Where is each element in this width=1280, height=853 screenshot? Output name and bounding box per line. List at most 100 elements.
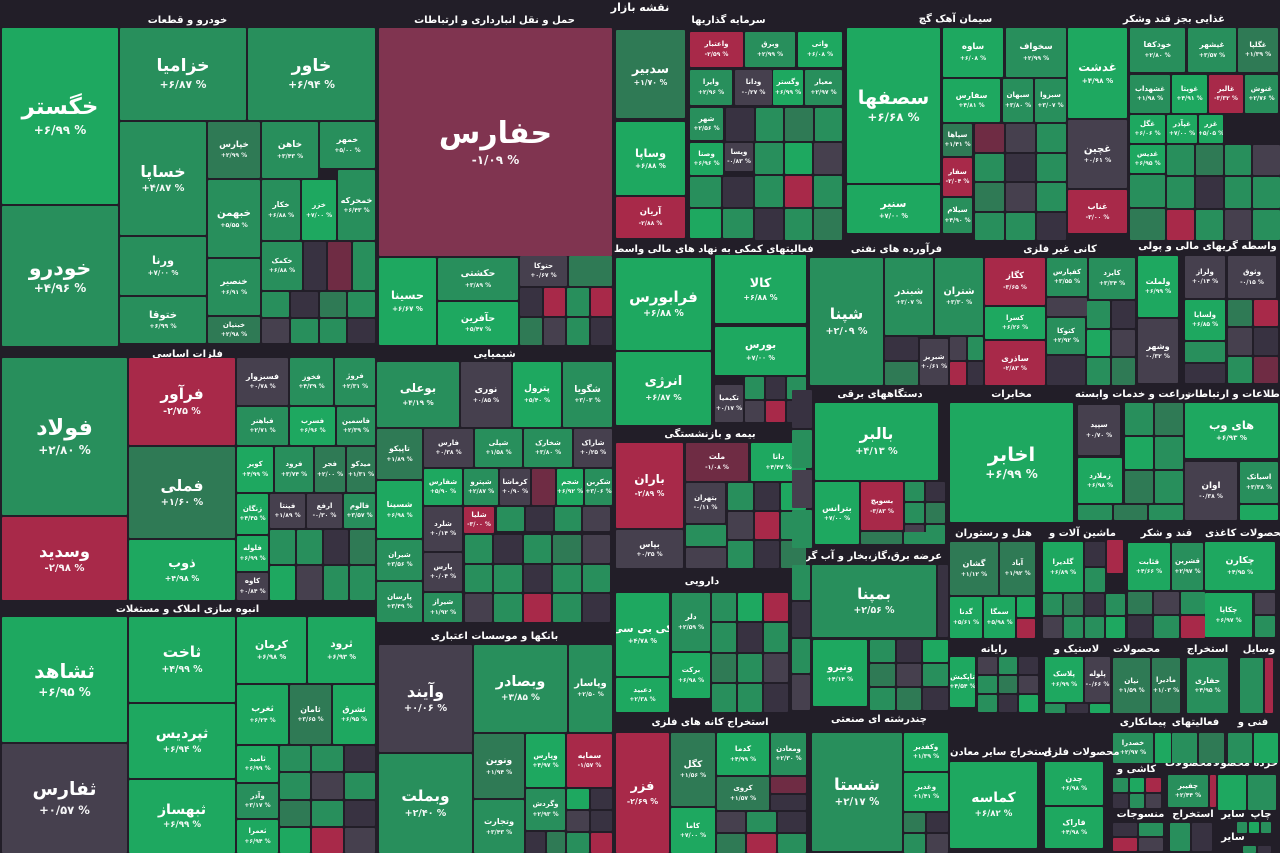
stock-tile-small[interactable] — [1037, 124, 1066, 152]
stock-tile-small[interactable] — [1006, 153, 1035, 181]
stock-tile-خکمک[interactable]: خکمک +۶/۸۸ % — [262, 242, 302, 290]
stock-tile-small[interactable] — [738, 623, 762, 652]
stock-tile-small[interactable] — [792, 510, 812, 548]
stock-tile-سپید[interactable]: سپید +۰/۷۰ % — [1078, 405, 1120, 455]
stock-tile-شفارس[interactable]: شفارس +۵/۹۰ % — [424, 469, 462, 505]
stock-tile-small[interactable] — [532, 469, 555, 505]
stock-tile-small[interactable] — [1248, 775, 1276, 810]
stock-tile-small[interactable] — [1085, 568, 1105, 592]
stock-tile-small[interactable] — [523, 535, 552, 563]
stock-tile-small[interactable] — [755, 176, 783, 207]
stock-tile-وکفدیر[interactable]: وکفدیر +۱/۳۹ % — [904, 733, 948, 771]
stock-tile-سنیر[interactable]: سنیر +۷/۰۰ % — [847, 185, 940, 233]
stock-tile-دلر[interactable]: دلر +۲/۵۹ % — [672, 593, 710, 651]
stock-tile-شلیا[interactable]: شلیا -۳/۰۰ % — [464, 507, 494, 533]
stock-tile-small[interactable] — [270, 530, 295, 564]
stock-tile-small[interactable] — [777, 833, 806, 853]
stock-tile-small[interactable] — [755, 108, 783, 141]
stock-tile-small[interactable] — [1228, 300, 1252, 327]
stock-tile-small[interactable] — [1155, 471, 1183, 503]
stock-tile-غنوش[interactable]: غنوش +۲/۷۶ % — [1245, 75, 1278, 113]
stock-tile-ودانا[interactable]: ودانا -۰/۲۷ % — [735, 70, 772, 105]
stock-tile-small[interactable] — [1185, 342, 1225, 362]
stock-tile-کویر[interactable]: کویر +۴/۹۹ % — [237, 447, 273, 492]
stock-tile-غیشهر[interactable]: غیشهر +۳/۵۷ % — [1188, 28, 1236, 72]
stock-tile-خاهن[interactable]: خاهن +۳/۴۳ % — [262, 122, 318, 178]
stock-tile-small[interactable] — [1224, 177, 1252, 208]
stock-tile-سصفها[interactable]: سصفها +۶/۶۸ % — [847, 28, 940, 183]
stock-tile-واعتبار[interactable]: واعتبار -۲/۵۹ % — [690, 32, 743, 67]
stock-tile-ورنا[interactable]: ورنا +۷/۰۰ % — [120, 237, 206, 295]
stock-tile-small[interactable] — [792, 390, 812, 428]
stock-tile-small[interactable] — [567, 811, 589, 831]
stock-tile-small[interactable] — [1170, 823, 1190, 851]
stock-tile-small[interactable] — [998, 676, 1018, 693]
stock-tile-کگاز[interactable]: کگاز -۳/۶۵ % — [985, 258, 1045, 305]
stock-tile-small[interactable] — [1067, 704, 1088, 713]
stock-tile-وپارس[interactable]: وپارس +۴/۹۷ % — [526, 734, 565, 787]
stock-tile-small[interactable] — [814, 176, 842, 207]
stock-tile-small[interactable] — [526, 832, 545, 853]
stock-tile-ثاخت[interactable]: ثاخت +۴/۹۹ % — [129, 617, 235, 702]
stock-tile-خاور[interactable]: خاور +۶/۹۴ % — [248, 28, 375, 120]
stock-tile-small[interactable] — [1107, 540, 1123, 573]
stock-tile-سپاها[interactable]: سپاها +۱/۴۱ % — [943, 124, 972, 156]
stock-tile-گلدیرا[interactable]: گلدیرا +۶/۸۹ % — [1043, 542, 1083, 592]
stock-tile-small[interactable] — [870, 664, 895, 686]
stock-tile-فخوز[interactable]: فخوز +۴/۳۹ % — [290, 358, 333, 405]
stock-tile-small[interactable] — [764, 653, 788, 682]
stock-tile-small[interactable] — [904, 834, 925, 853]
stock-tile-small[interactable] — [523, 564, 552, 593]
stock-tile-small[interactable] — [1154, 616, 1179, 638]
stock-tile-small[interactable] — [350, 566, 375, 600]
stock-tile-ثپردیس[interactable]: ثپردیس +۶/۹۴ % — [129, 704, 235, 778]
stock-tile-small[interactable] — [1085, 617, 1104, 638]
stock-tile-کایزد[interactable]: کایزد +۳/۳۴ % — [1089, 258, 1135, 299]
stock-tile-small[interactable] — [328, 242, 351, 290]
stock-tile-بالبر[interactable]: بالبر +۴/۱۳ % — [815, 403, 938, 480]
stock-tile-small[interactable] — [885, 337, 918, 360]
stock-tile-small[interactable] — [1237, 822, 1247, 833]
stock-tile-ونیرو[interactable]: ونیرو +۴/۱۴ % — [813, 640, 867, 706]
stock-tile-small[interactable] — [747, 812, 776, 832]
stock-tile-واتی[interactable]: واتی +۶/۰۸ % — [798, 32, 842, 67]
stock-tile-small[interactable] — [1129, 794, 1145, 808]
stock-tile-ثامید[interactable]: ثامید +۶/۹۹ % — [237, 746, 278, 782]
stock-tile-small[interactable] — [1019, 657, 1038, 674]
stock-tile-small[interactable] — [290, 292, 318, 317]
stock-tile-small[interactable] — [792, 470, 812, 508]
stock-tile-خمهر[interactable]: خمهر +۵/۰۰ % — [320, 122, 375, 168]
stock-tile-small[interactable] — [262, 292, 289, 317]
stock-tile-small[interactable] — [814, 108, 842, 141]
stock-tile-small[interactable] — [494, 535, 522, 563]
stock-tile-small[interactable] — [1180, 616, 1205, 638]
stock-tile-small[interactable] — [1125, 403, 1153, 435]
stock-tile-small[interactable] — [582, 594, 610, 622]
stock-tile-وسدید[interactable]: وسدید -۲/۹۸ % — [2, 517, 127, 600]
stock-tile-small[interactable] — [1218, 775, 1246, 810]
stock-tile-پترول[interactable]: پترول +۵/۴۰ % — [513, 362, 561, 427]
stock-tile-ذوب[interactable]: ذوب +۴/۹۸ % — [129, 540, 235, 600]
stock-tile-small[interactable] — [690, 177, 721, 207]
stock-tile-چدن[interactable]: چدن +۶/۹۸ % — [1045, 762, 1103, 805]
stock-tile-small[interactable] — [764, 593, 788, 622]
stock-tile-small[interactable] — [567, 789, 589, 809]
stock-tile-small[interactable] — [792, 675, 810, 710]
stock-tile-small[interactable] — [590, 833, 612, 853]
stock-tile-small[interactable] — [1017, 618, 1035, 638]
stock-tile-small[interactable] — [1224, 209, 1252, 240]
stock-tile-small[interactable] — [1037, 153, 1066, 181]
stock-tile-فالوم[interactable]: فالوم +۳/۵۷ % — [344, 494, 375, 528]
stock-tile-غالبر[interactable]: غالبر -۳/۳۲ % — [1209, 75, 1243, 113]
stock-tile-خبنیان[interactable]: خبنیان +۲/۹۸ % — [208, 317, 260, 343]
stock-tile-وآذر[interactable]: وآذر +۳/۱۷ % — [237, 784, 278, 818]
stock-tile-small[interactable] — [1172, 733, 1197, 763]
stock-tile-small[interactable] — [975, 124, 1004, 152]
stock-tile-ثبهساز[interactable]: ثبهساز +۶/۹۹ % — [129, 780, 235, 853]
stock-tile-small[interactable] — [1155, 403, 1183, 435]
stock-tile-small[interactable] — [975, 183, 1004, 211]
stock-tile-ثرود[interactable]: ثرود +۶/۹۳ % — [308, 617, 375, 683]
stock-tile-میدکو[interactable]: میدکو +۱/۳۱ % — [347, 447, 375, 492]
stock-tile-small[interactable] — [771, 794, 806, 810]
stock-tile-غگلپا[interactable]: غگلپا +۱/۳۹ % — [1238, 28, 1278, 72]
